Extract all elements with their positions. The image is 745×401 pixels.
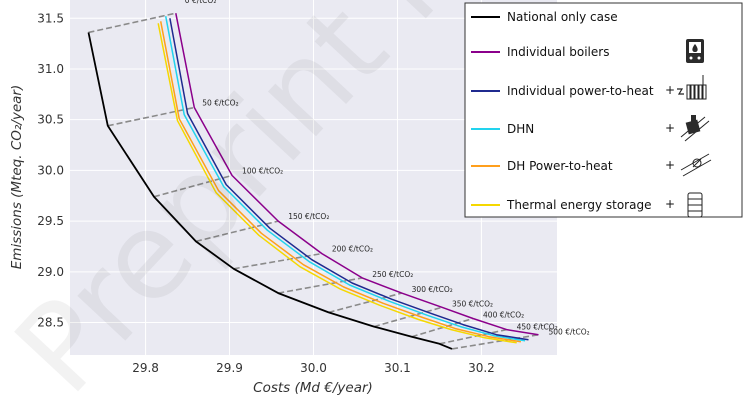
y-tick-label: 28.5: [37, 316, 64, 330]
y-tick-label: 29.0: [37, 265, 64, 279]
carbon-price-label: 350 €/tCO₂: [452, 299, 493, 308]
carbon-price-label: 150 €/tCO₂: [288, 212, 329, 221]
x-tick-label: 30.0: [300, 361, 327, 375]
y-tick-label: 31.5: [37, 11, 64, 25]
carbon-price-label: 200 €/tCO₂: [332, 245, 373, 254]
legend-label: Individual boilers: [507, 45, 609, 59]
legend-label: Individual power-to-heat: [507, 84, 654, 98]
plus-sign: +: [665, 83, 675, 97]
carbon-price-label: 500 €/tCO₂: [549, 328, 590, 337]
series-line-national-only-case: [87, 32, 453, 350]
x-tick-label: 29.8: [132, 361, 159, 375]
carbon-price-label: 0 €/tCO₂: [185, 0, 217, 5]
legend-label: DH Power-to-heat: [507, 159, 613, 173]
carbon-price-label: 400 €/tCO₂: [483, 310, 524, 319]
radiator-icon: [677, 75, 707, 100]
legend-box: [464, 2, 743, 218]
carbon-price-label: 300 €/tCO₂: [412, 285, 453, 294]
plus-sign: +: [665, 121, 675, 135]
legend-label: National only case: [507, 10, 618, 24]
legend: National only case Individual boilers Indi…: [464, 2, 743, 218]
pipe-valve-icon: [680, 153, 712, 177]
axis-ticks: 29.8 29.9 30.0 30.1 30.2 28.5 29.0 29.5 30.0 30.5…: [37, 11, 495, 375]
legend-label: DHN: [507, 122, 534, 136]
series-line-individual-power-to-heat: [169, 18, 529, 341]
x-tick-label: 30.1: [384, 361, 411, 375]
carbon-price-connector: [439, 328, 507, 345]
carbon-price-label: 250 €/tCO₂: [372, 270, 413, 279]
carbon-price-connector: [373, 306, 443, 328]
plus-sign: +: [665, 197, 675, 211]
legend-label: Thermal energy storage: [506, 198, 651, 212]
plus-sign: +: [665, 158, 675, 172]
y-tick-label: 30.5: [37, 113, 64, 127]
storage-tank-icon: [687, 192, 703, 218]
series-line-dh-power-to-heat: [159, 21, 522, 343]
carbon-price-connector: [278, 277, 363, 294]
carbon-price-connector: [195, 220, 279, 243]
x-tick-label: 30.2: [468, 361, 495, 375]
carbon-price-connector: [88, 12, 176, 34]
carbon-price-label: 450 €/tCO₂: [517, 323, 558, 332]
x-tick-label: 29.9: [216, 361, 243, 375]
carbon-price-connector: [451, 333, 539, 350]
carbon-price-label: 100 €/tCO₂: [242, 166, 283, 175]
carbon-price-connector: [107, 106, 195, 127]
carbon-price-labels: 0 €/tCO₂ 50 €/tCO₂ 100 €/tCO₂ 150 €/tCO₂ 200…: [185, 0, 590, 337]
y-tick-label: 30.0: [37, 163, 64, 177]
y-tick-label: 31.0: [37, 62, 64, 76]
boiler-icon: [686, 39, 704, 63]
series-line-dhn: [164, 16, 526, 342]
y-tick-label: 29.5: [37, 214, 64, 228]
series-line-thermal-energy-storage: [157, 23, 517, 344]
x-axis-label: Costs (Md €/year): [253, 380, 373, 396]
heat-pump-icon: [680, 115, 710, 142]
carbon-price-connector: [328, 292, 402, 314]
y-axis-label: Emissions (Mteq. CO₂/year): [9, 85, 25, 269]
carbon-price-label: 50 €/tCO₂: [202, 99, 238, 108]
series-line-individual-boilers: [175, 13, 539, 336]
series-lines: [87, 13, 539, 350]
